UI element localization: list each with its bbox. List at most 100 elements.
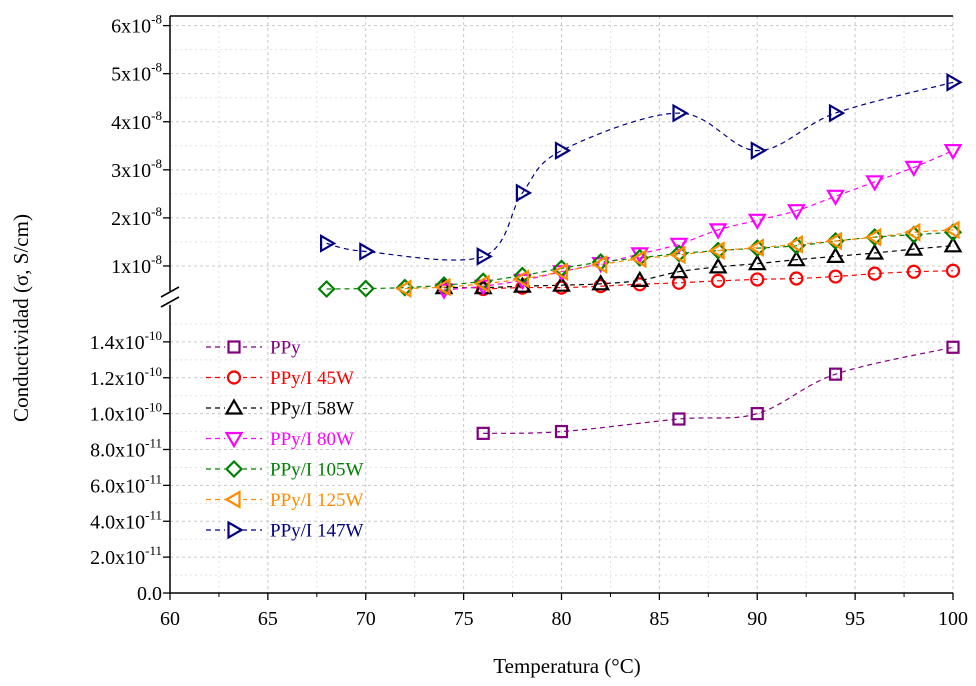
series-points-ppy-i-147w [320, 72, 963, 266]
y-tick-label: 2.0x10-11 [90, 543, 162, 569]
data-point-ppy-i-125w [943, 220, 960, 240]
y-axis-title: Conductividad (σ, S/cm) [9, 214, 33, 422]
data-point-ppy-i-58w [826, 246, 845, 263]
data-point-ppy-i-45w [789, 271, 804, 286]
legend: PPy PPy/I 45W PPy/I 58W PPy/I 80W PPy/I 105W… [206, 338, 363, 542]
data-point-ppy [554, 424, 569, 439]
x-tick-label: 65 [258, 608, 278, 630]
data-point-ppy-i-58w [943, 236, 963, 253]
data-point-ppy-i-147w [515, 183, 533, 203]
grid-layer [169, 16, 954, 594]
y-tick-label: 1x10-8 [111, 252, 162, 278]
x-tick-label: 75 [454, 608, 474, 630]
data-point-ppy [828, 367, 843, 381]
data-point-ppy-i-147w [828, 103, 846, 123]
data-point-ppy-i-125w [786, 234, 804, 254]
data-point-ppy-i-58w [786, 249, 806, 267]
data-point-ppy [476, 426, 490, 440]
data-point-ppy-i-125w [864, 227, 882, 247]
series-points-ppy-i-58w [434, 236, 963, 295]
y-tick-label: 4.0x10-11 [90, 507, 162, 533]
data-point-ppy-i-105w [356, 279, 375, 298]
data-point-ppy-i-58w [552, 275, 571, 292]
data-point-ppy [672, 412, 686, 426]
series-points-ppy-i-45w [476, 263, 961, 297]
legend-item-ppy-i-58w: PPy/I 58W [206, 398, 354, 420]
legend-item-ppy: PPy [206, 338, 301, 359]
data-point-ppy-i-125w [512, 269, 530, 289]
x-tick-label: 85 [649, 608, 669, 630]
data-point-ppy-i-125w [747, 238, 764, 258]
legend-label: PPy/I 80W [270, 429, 354, 450]
data-point-ppy-i-45w [750, 272, 765, 287]
data-point-ppy-i-58w [708, 257, 728, 274]
legend-marker [227, 520, 244, 540]
y-axis-break [160, 286, 180, 308]
data-point-ppy-i-80w [669, 237, 689, 255]
legend-label: PPy/I 45W [270, 368, 354, 389]
y-tick-label: 1.4x10-10 [90, 328, 162, 354]
data-point-ppy-i-80w [747, 213, 767, 231]
legend-marker [224, 431, 244, 449]
data-point-ppy [946, 340, 960, 354]
data-point-ppy-i-80w [786, 204, 806, 221]
y-tick-label: 6x10-8 [111, 12, 162, 38]
legend-item-ppy-i-105w: PPy/I 105W [206, 460, 363, 481]
series-points-ppy [476, 340, 960, 440]
legend-item-ppy-i-125w: PPy/I 125W [206, 490, 363, 511]
data-point-ppy-i-45w [828, 269, 843, 284]
x-tick-label: 60 [160, 608, 180, 630]
data-point-ppy [750, 407, 764, 421]
data-point-ppy-i-125w [590, 255, 608, 274]
y-tick-label: 5x10-8 [111, 60, 162, 86]
series-line-ppy-i-45w [483, 270, 954, 290]
data-point-ppy-i-125w [551, 262, 569, 282]
break-mark [160, 286, 180, 298]
break-mark [160, 296, 180, 308]
data-point-ppy-i-45w [906, 264, 921, 279]
marker-layer [317, 72, 963, 440]
series-line-ppy-i-125w [404, 229, 954, 290]
data-point-ppy-i-125w [669, 245, 686, 265]
x-tick-label: 100 [938, 608, 968, 630]
data-point-ppy-i-125w [473, 274, 490, 294]
y-tick-label: 6.0x10-11 [90, 471, 162, 497]
data-point-ppy-i-45w [710, 273, 726, 288]
data-point-ppy-i-80w [904, 160, 924, 178]
x-tick-label: 80 [552, 608, 572, 630]
data-point-ppy-i-147w [476, 246, 493, 266]
data-point-ppy-i-80w [865, 175, 885, 192]
legend-label: PPy/I 147W [270, 521, 363, 542]
data-point-ppy-i-125w [434, 277, 451, 297]
y-tick-label: 8.0x10-11 [90, 436, 162, 462]
y-tick-label: 1.0x10-10 [90, 400, 162, 426]
legend-marker [226, 370, 242, 385]
data-point-ppy-i-58w [591, 274, 611, 291]
curve-layer [326, 81, 954, 434]
data-point-ppy-i-58w [669, 261, 689, 279]
data-point-ppy-i-80w [943, 144, 963, 161]
legend-marker [224, 490, 241, 509]
legend-marker [224, 398, 244, 415]
legend-label: PPy/I 105W [270, 460, 363, 481]
data-point-ppy-i-45w [867, 266, 882, 281]
legend-label: PPy [270, 338, 301, 359]
legend-label: PPy/I 58W [270, 399, 354, 420]
legend-marker [227, 340, 241, 354]
data-point-ppy-i-58w [904, 239, 924, 256]
data-point-ppy-i-125w [825, 231, 843, 251]
legend-marker [224, 459, 244, 479]
data-point-ppy-i-147w [946, 72, 963, 92]
data-point-ppy-i-147w [750, 141, 768, 161]
series-line-ppy-i-147w [326, 81, 954, 261]
legend-label: PPy/I 125W [270, 490, 363, 511]
y-tick-label: 2x10-8 [111, 204, 162, 230]
data-point-ppy-i-80w [434, 283, 454, 300]
data-point-ppy-i-147w [554, 141, 572, 161]
axes-layer: 60 65 70 75 80 85 90 95 100 1x10-8 2x10-8 3x10-8 4x1… [90, 12, 968, 630]
data-point-ppy-i-125w [904, 222, 921, 242]
x-tick-label: 70 [356, 608, 376, 630]
legend-item-ppy-i-80w: PPy/I 80W [206, 429, 354, 450]
data-point-ppy-i-80w [826, 189, 845, 207]
